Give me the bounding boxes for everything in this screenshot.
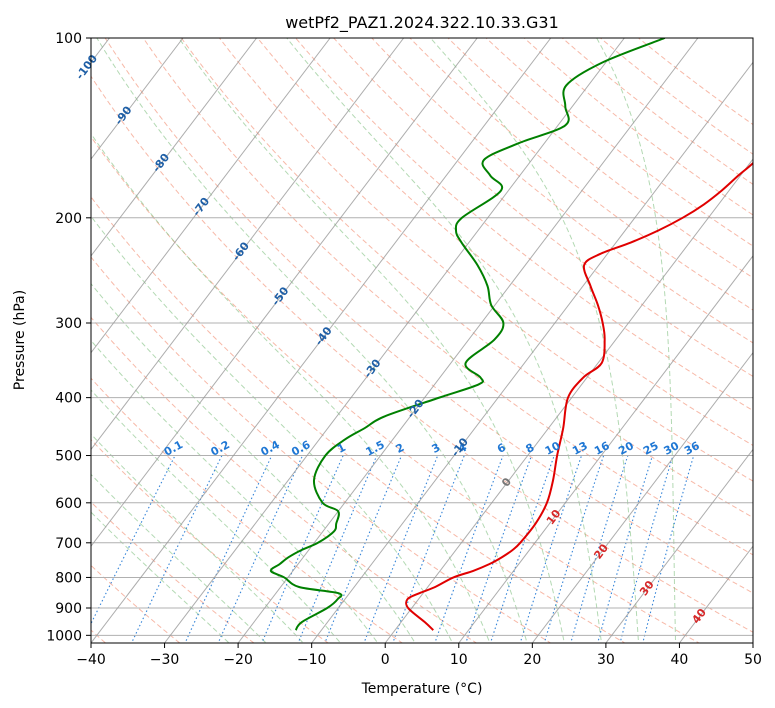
isotherm-line bbox=[237, 38, 699, 643]
y-axis: 100 200 300 400 500 600 700 800 900 1000 bbox=[46, 31, 91, 644]
dry-adiabats bbox=[91, 38, 753, 643]
x-axis-label: Temperature (°C) bbox=[361, 681, 483, 697]
dry-adiabat-line bbox=[91, 564, 181, 643]
moist-adiabat-line bbox=[96, 38, 528, 643]
x-tick-label: 30 bbox=[597, 652, 615, 668]
mixing-ratio-label: 25 bbox=[641, 439, 661, 458]
mixing-ratio-line bbox=[570, 455, 629, 643]
y-tick-label: 300 bbox=[55, 316, 82, 332]
mixing-ratio-label: 20 bbox=[616, 439, 636, 458]
dry-adiabat-line bbox=[256, 38, 753, 447]
isotherm-line bbox=[458, 255, 753, 643]
isotherm-line bbox=[164, 38, 625, 643]
moist-adiabat-line bbox=[91, 473, 267, 643]
isotherms bbox=[91, 38, 753, 643]
dry-adiabat-line bbox=[409, 38, 753, 311]
dry-adiabat-line bbox=[91, 256, 552, 643]
mixing-ratio-line bbox=[324, 455, 403, 643]
dry-adiabat-line bbox=[91, 75, 753, 633]
mixing-ratio-line bbox=[297, 455, 378, 643]
x-tick-label: 0 bbox=[381, 652, 390, 668]
plot-frame bbox=[90, 37, 754, 644]
dry-adiabat-line bbox=[91, 377, 404, 643]
moist-adiabat-line bbox=[91, 215, 454, 643]
x-tick-label: 20 bbox=[523, 652, 541, 668]
x-tick-label: −30 bbox=[150, 652, 180, 668]
mixing-ratio-line bbox=[619, 455, 674, 643]
mixing-ratio-label: 30 bbox=[662, 439, 682, 458]
isotherm-line bbox=[91, 38, 552, 643]
x-tick-label: 40 bbox=[671, 652, 689, 668]
y-tick-label: 400 bbox=[55, 391, 82, 407]
moist-adiabat-line bbox=[91, 339, 379, 643]
isotherm-line bbox=[91, 38, 478, 548]
dry-adiabat-line bbox=[142, 38, 753, 556]
mixing-ratio-label: 36 bbox=[682, 439, 702, 458]
sounding-dewpoint-line bbox=[269, 38, 666, 631]
mixing-ratio-label: 10 bbox=[543, 439, 563, 458]
mixing-ratio-line bbox=[597, 455, 654, 643]
moist-adiabat-line bbox=[430, 38, 640, 643]
isotherm-line bbox=[91, 38, 184, 160]
y-tick-label: 700 bbox=[55, 536, 82, 552]
isotherm-line bbox=[311, 61, 753, 643]
plot-area bbox=[91, 38, 753, 643]
moist-adiabat-line bbox=[91, 389, 342, 643]
isotherm-line bbox=[91, 38, 331, 354]
mixing-ratio-line bbox=[363, 455, 439, 643]
mixing-ratio-line bbox=[519, 455, 583, 643]
y-tick-label: 200 bbox=[55, 211, 82, 227]
mixing-ratio-label: 16 bbox=[592, 439, 612, 458]
isotherm-line bbox=[91, 38, 257, 257]
x-tick-label: 10 bbox=[450, 652, 468, 668]
y-tick-label: 500 bbox=[55, 449, 82, 465]
y-axis-label: Pressure (hPa) bbox=[12, 290, 28, 390]
mixing-ratio-line bbox=[543, 455, 605, 643]
isotherm-line bbox=[531, 351, 753, 643]
dry-adiabat-line bbox=[91, 135, 701, 643]
mixing-ratio-label: 13 bbox=[570, 439, 590, 458]
moist-adiabat-line bbox=[596, 38, 677, 643]
mixing-ratio-line bbox=[465, 455, 533, 643]
y-tick-label: 600 bbox=[55, 496, 82, 512]
moist-adiabat-line bbox=[178, 38, 565, 643]
y-tick-label: 800 bbox=[55, 570, 82, 586]
y-tick-label: 900 bbox=[55, 601, 82, 617]
x-tick-label: −20 bbox=[223, 652, 253, 668]
sounding-temperature-line bbox=[405, 161, 753, 631]
moist-adiabat-line bbox=[91, 132, 491, 643]
x-tick-label: −40 bbox=[76, 652, 106, 668]
dry-adiabat-line bbox=[91, 316, 478, 643]
x-tick-label: −10 bbox=[297, 652, 327, 668]
isotherm-line bbox=[91, 38, 405, 451]
dry-adiabat-line bbox=[294, 38, 753, 412]
y-tick-label: 1000 bbox=[46, 628, 82, 644]
moist-adiabat-line bbox=[286, 38, 602, 643]
dry-adiabat-line bbox=[371, 38, 753, 344]
isotherm-line bbox=[605, 448, 753, 643]
x-tick-label: 50 bbox=[744, 652, 762, 668]
mixing-ratio-line bbox=[434, 455, 504, 643]
pressure-gridlines bbox=[91, 38, 753, 636]
sounding-profiles bbox=[269, 38, 753, 631]
x-axis: −40 −30 −20 −10 0 10 20 30 40 50 bbox=[76, 643, 762, 668]
dry-adiabat-line bbox=[91, 196, 626, 643]
mixing-ratio-lines bbox=[91, 455, 695, 643]
dry-adiabat-line bbox=[91, 438, 329, 643]
dry-adiabat-line bbox=[91, 501, 255, 643]
y-tick-label: 100 bbox=[55, 31, 82, 47]
mixing-ratio-line bbox=[489, 455, 555, 643]
isotherm-line bbox=[384, 158, 753, 643]
dry-adiabat-line bbox=[180, 38, 753, 519]
chart-title: wetPf2_PAZ1.2024.322.10.33.G31 bbox=[285, 13, 559, 33]
